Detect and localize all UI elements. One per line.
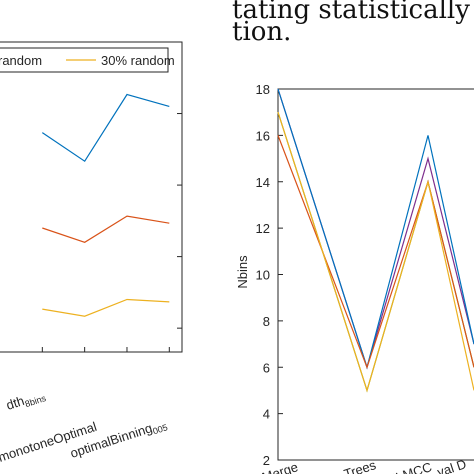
left-x-tick-labels: dth8bins monotoneOptimal optimalBinning0… — [0, 386, 169, 465]
left-series — [41, 93, 170, 317]
right-series-line-4 — [277, 112, 474, 393]
right-series-line-2 — [277, 112, 474, 393]
left-legend: random 30% random — [0, 47, 175, 73]
right-y-tick-label-6: 14 — [256, 175, 270, 190]
right-y-tick-label-4: 10 — [256, 268, 270, 283]
right-y-tick-label-2: 6 — [263, 360, 270, 375]
right-y-ticks: 2 4 6 8 10 12 14 16 18 — [256, 82, 283, 468]
left-y-ticks — [177, 113, 182, 329]
left-series-line-2 — [42, 298, 170, 317]
right-chart-axes — [277, 88, 474, 461]
right-series-line-1 — [277, 88, 474, 370]
right-y-tick-label-0: 2 — [263, 453, 270, 468]
left-series-line-0 — [41, 93, 170, 163]
right-y-tick-label-3: 8 — [263, 314, 270, 329]
left-chart-axes — [0, 41, 183, 353]
page-text-line-1: tating statistically a — [232, 0, 474, 25]
left-series-line-1 — [42, 215, 170, 243]
right-y-tick-label-1: 4 — [263, 407, 270, 422]
right-y-axis-label: Nbins — [235, 255, 250, 289]
right-y-tick-label-7: 16 — [256, 128, 270, 143]
right-series — [277, 88, 474, 393]
legend-label-random: random — [0, 53, 42, 68]
page-text: tating statistically a tion. — [232, 0, 474, 47]
right-x-tick-label-3: ...val D — [425, 456, 468, 474]
left-x-ticks — [41, 347, 170, 352]
right-series-line-0 — [277, 88, 474, 370]
left-chart: random 30% random dth8bins monotoneOptim… — [0, 41, 183, 465]
page-text-line-2: tion. — [232, 17, 291, 47]
right-y-tick-label-8: 18 — [256, 82, 270, 97]
right-chart: 2 4 6 8 10 12 14 16 18 Nbins Chi-Merge...ce Tree… — [235, 82, 474, 474]
x-tick-label-dth-8bins: dth8bins — [4, 386, 47, 415]
legend-label-30-random: 30% random — [101, 53, 175, 68]
right-y-tick-label-5: 12 — [256, 221, 270, 236]
